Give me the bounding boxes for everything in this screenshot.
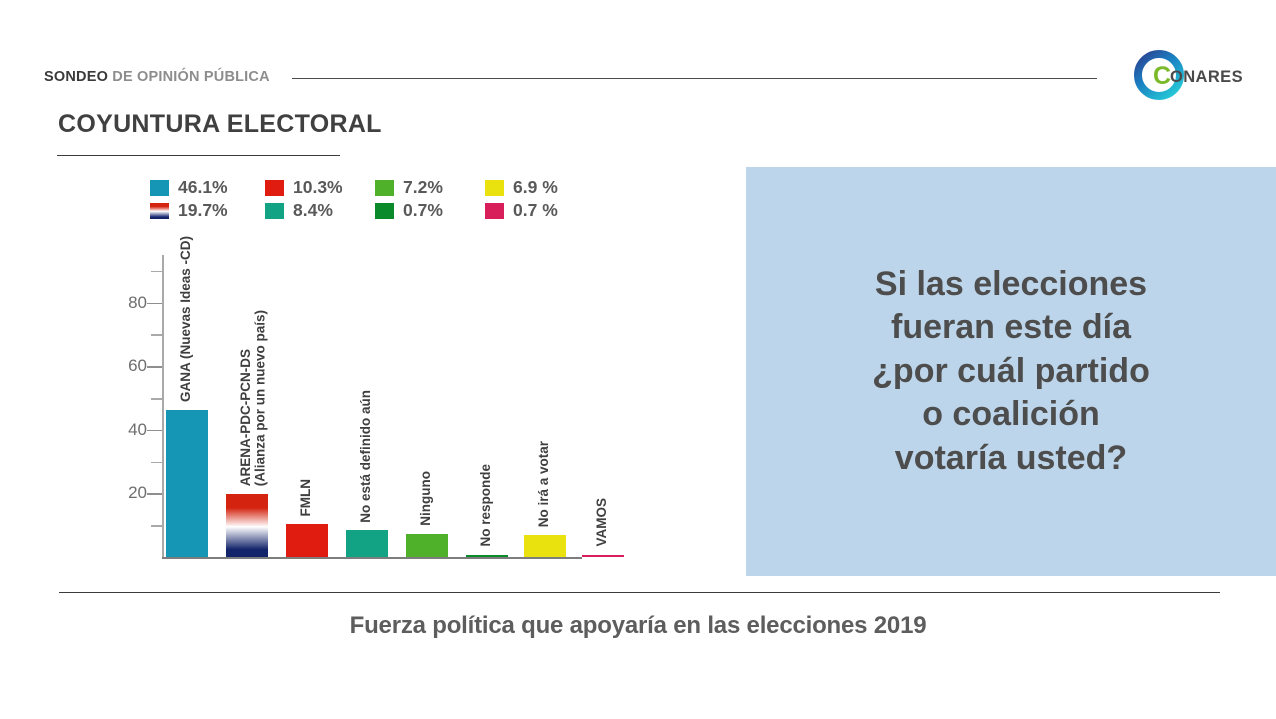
bar-label: GANA (Nuevas Ideas -CD) xyxy=(178,236,193,403)
bar-group: GANA (Nuevas Ideas -CD) xyxy=(166,236,208,557)
bar xyxy=(226,494,268,557)
header-kicker-bold: SONDEO xyxy=(44,69,109,85)
bar-group: VAMOS xyxy=(582,255,624,557)
bar-label: VAMOS xyxy=(594,498,609,547)
legend-swatch xyxy=(150,202,169,219)
legend-item: 46.1% xyxy=(150,177,265,198)
chart-caption: Fuerza política que apoyaría en las elec… xyxy=(349,612,927,639)
legend-swatch xyxy=(375,179,394,196)
slide-header: SONDEO DE OPINIÓN PÚBLICA xyxy=(44,62,1244,92)
bar-group: FMLN xyxy=(286,255,328,557)
bar-chart: 20 40 60 80 GANA (Nuevas Ideas -CD) ARENA-PD… xyxy=(100,236,624,570)
y-tick-label: 60 xyxy=(128,356,147,376)
legend-item: 0.7 % xyxy=(485,200,595,221)
legend-swatch xyxy=(265,179,284,196)
bar xyxy=(524,535,566,557)
legend-value: 46.1% xyxy=(178,177,228,197)
legend-item: 10.3% xyxy=(265,177,375,198)
bar xyxy=(406,534,448,557)
y-tick xyxy=(147,366,162,368)
question-panel: Si las elecciones fueran este día ¿por cuá… xyxy=(746,167,1276,576)
bar-label: No responde xyxy=(478,464,493,547)
legend-swatch xyxy=(375,202,394,219)
bar-group: Ninguno xyxy=(406,255,448,557)
bar-group: No responde xyxy=(466,255,508,557)
legend-value: 19.7% xyxy=(178,200,228,220)
y-axis-line xyxy=(162,255,164,558)
header-divider xyxy=(291,77,1097,79)
bar xyxy=(466,554,508,557)
bar-label: ARENA-PDC-PCN-DS (Alianza por un nuevo p… xyxy=(238,310,268,487)
y-tick xyxy=(151,398,162,400)
legend-swatch xyxy=(485,179,504,196)
legend-swatch xyxy=(485,202,504,219)
bar-label: FMLN xyxy=(298,478,313,517)
page-title: COYUNTURA ELECTORAL xyxy=(58,110,382,138)
bar xyxy=(346,530,388,557)
legend-item: 6.9 % xyxy=(485,177,595,198)
svg-text:C: C xyxy=(1153,62,1171,90)
question-text: Si las elecciones fueran este día ¿por cuá… xyxy=(872,264,1150,477)
legend-value: 10.3% xyxy=(293,177,343,197)
legend-value: 0.7 % xyxy=(513,200,558,220)
y-tick xyxy=(151,270,162,273)
header-kicker: SONDEO DE OPINIÓN PÚBLICA xyxy=(44,69,270,85)
bar-label: No irá a votar xyxy=(536,440,551,528)
y-tick xyxy=(151,334,162,337)
bar-group: ARENA-PDC-PCN-DS (Alianza por un nuevo p… xyxy=(226,255,268,557)
conares-logo: C ONARES xyxy=(1133,50,1245,100)
bar xyxy=(166,410,208,557)
x-axis-line xyxy=(162,557,582,559)
bar-group: No irá a votar xyxy=(524,255,566,557)
bar xyxy=(286,524,328,557)
legend-item: 8.4% xyxy=(265,200,375,221)
legend-value: 7.2% xyxy=(403,177,443,197)
bar-group: No está definido aún xyxy=(346,255,388,557)
y-axis-labels: 20 40 60 80 xyxy=(100,255,162,558)
bar-label: No está definido aún xyxy=(358,389,373,523)
y-tick xyxy=(151,525,162,527)
footer-divider xyxy=(59,592,1220,593)
y-tick xyxy=(147,429,162,432)
chart-legend: 46.1% 10.3% 7.2% 6.9 % 19.7% 8.4% 0.7% 0.7 % xyxy=(150,176,580,222)
legend-swatch xyxy=(150,179,169,196)
legend-item: 7.2% xyxy=(375,177,485,198)
bar-label: Ninguno xyxy=(418,471,433,527)
legend-value: 0.7% xyxy=(403,200,443,220)
y-tick xyxy=(147,302,162,305)
legend-value: 6.9 % xyxy=(513,177,558,197)
bar xyxy=(582,554,624,557)
legend-item: 0.7% xyxy=(375,200,485,221)
header-kicker-light: DE OPINIÓN PÚBLICA xyxy=(108,69,270,85)
title-underline xyxy=(57,155,340,156)
y-tick-label: 80 xyxy=(128,292,147,312)
y-tick-label: 40 xyxy=(128,419,147,439)
y-tick xyxy=(147,493,162,495)
legend-value: 8.4% xyxy=(293,200,333,220)
legend-item: 19.7% xyxy=(150,200,265,221)
bar-series: GANA (Nuevas Ideas -CD) ARENA-PDC-PCN-DS … xyxy=(164,236,624,557)
legend-swatch xyxy=(265,202,284,219)
svg-text:ONARES: ONARES xyxy=(1170,68,1243,86)
conares-logo-icon: C ONARES xyxy=(1134,50,1243,100)
y-tick xyxy=(151,461,162,464)
y-tick-label: 20 xyxy=(128,483,147,503)
